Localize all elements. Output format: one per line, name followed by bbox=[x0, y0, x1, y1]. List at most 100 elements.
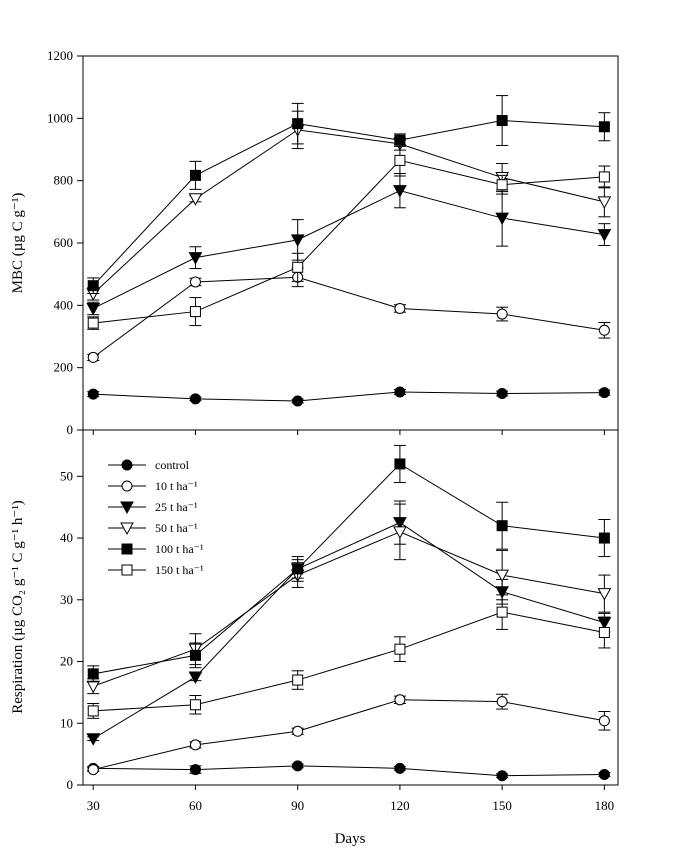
resp-series bbox=[86, 500, 612, 746]
respiration-panel: 0 10 20 30 40 50 30 60 90 120 150 180 bbox=[60, 429, 619, 813]
resp-series bbox=[87, 760, 611, 782]
mbc-y-tick-label: 400 bbox=[54, 297, 74, 312]
resp-data-point bbox=[496, 696, 508, 708]
mbc-data-point bbox=[290, 234, 305, 247]
resp-data-point bbox=[598, 532, 610, 544]
resp-data-point bbox=[393, 526, 407, 539]
mbc-plot-frame bbox=[82, 55, 619, 431]
mbc-series-line bbox=[93, 391, 605, 402]
legend-label: 150 t ha⁻¹ bbox=[155, 563, 204, 577]
resp-x-tick-label: 180 bbox=[595, 798, 615, 813]
mbc-data-point bbox=[394, 386, 406, 398]
respiration-y-axis-title: Respiration (µg CO₂ g⁻¹ C g⁻¹ h⁻¹) bbox=[10, 500, 26, 714]
legend-label: control bbox=[155, 458, 190, 472]
mbc-series-line bbox=[92, 129, 605, 295]
resp-data-point bbox=[87, 668, 99, 680]
resp-y-tick-label: 10 bbox=[60, 715, 73, 730]
mbc-data-point bbox=[598, 121, 610, 133]
mbc-data-point bbox=[86, 302, 101, 316]
legend-marker bbox=[121, 543, 133, 555]
mbc-series-line bbox=[93, 159, 605, 324]
mbc-data-point bbox=[189, 306, 201, 318]
mbc-data-point bbox=[189, 393, 201, 405]
resp-series bbox=[87, 594, 611, 719]
resp-data-point bbox=[597, 588, 612, 601]
mbc-data-point bbox=[87, 351, 99, 363]
resp-data-point bbox=[189, 739, 201, 751]
resp-data-point bbox=[87, 764, 99, 776]
resp-data-point bbox=[394, 694, 406, 706]
mbc-data-point bbox=[597, 229, 612, 242]
mbc-data-point bbox=[394, 302, 406, 314]
mbc-data-point bbox=[87, 317, 99, 329]
mbc-y-tick-label: 1200 bbox=[47, 48, 73, 63]
mbc-y-tick-label: 600 bbox=[54, 235, 74, 250]
resp-data-point bbox=[292, 725, 304, 737]
mbc-data-point bbox=[598, 387, 610, 399]
mbc-series-line bbox=[92, 120, 605, 287]
legend-label: 25 t ha⁻¹ bbox=[155, 500, 198, 514]
resp-y-tick-label: 20 bbox=[60, 654, 73, 669]
mbc-series bbox=[86, 172, 612, 316]
mbc-data-point bbox=[292, 261, 304, 273]
mbc-y-tick-label: 800 bbox=[54, 173, 74, 188]
resp-y-tick-label: 0 bbox=[67, 777, 74, 792]
resp-series-line bbox=[92, 522, 605, 740]
mbc-y-tick-label: 0 bbox=[67, 422, 74, 437]
resp-data-point bbox=[189, 649, 201, 661]
legend-marker bbox=[120, 501, 134, 515]
resp-data-point bbox=[598, 769, 610, 781]
resp-data-point bbox=[598, 627, 610, 639]
mbc-y-tick-label: 1000 bbox=[47, 110, 73, 125]
mbc-series bbox=[87, 95, 611, 294]
mbc-data-point bbox=[292, 118, 304, 130]
mbc-series-line bbox=[93, 190, 605, 309]
resp-data-point bbox=[495, 569, 509, 583]
mbc-series bbox=[87, 386, 611, 407]
resp-series-line bbox=[93, 463, 605, 675]
resp-series-line bbox=[93, 765, 605, 777]
legend-label: 100 t ha⁻¹ bbox=[155, 542, 204, 556]
mbc-data-point bbox=[189, 169, 201, 181]
legend-marker bbox=[121, 564, 133, 576]
resp-data-point bbox=[394, 643, 406, 655]
mbc-data-point bbox=[496, 388, 508, 400]
resp-series-line bbox=[93, 611, 605, 712]
mbc-series bbox=[87, 144, 611, 330]
resp-data-point bbox=[189, 699, 201, 711]
resp-data-point bbox=[496, 520, 508, 532]
resp-series bbox=[87, 693, 611, 776]
mbc-data-point bbox=[87, 388, 99, 400]
mbc-data-point bbox=[393, 185, 407, 198]
mbc-y-axis-title: MBC (µg C g⁻¹) bbox=[10, 193, 26, 294]
mbc-y-tick-label: 200 bbox=[54, 360, 74, 375]
resp-data-point bbox=[394, 458, 406, 470]
mbc-series-line bbox=[92, 276, 605, 358]
legend: control 10 t ha⁻¹ 25 t ha⁻¹ 50 t ha⁻¹ 100 t … bbox=[108, 458, 204, 577]
resp-data-point bbox=[86, 680, 101, 694]
resp-x-tick-label: 120 bbox=[390, 798, 410, 813]
resp-data-point bbox=[292, 674, 304, 686]
resp-y-tick-label: 50 bbox=[60, 468, 73, 483]
mbc-data-point bbox=[87, 280, 99, 292]
legend-label: 50 t ha⁻¹ bbox=[155, 521, 198, 535]
resp-x-tick-label: 60 bbox=[189, 798, 202, 813]
resp-data-point bbox=[394, 762, 406, 774]
resp-data-point bbox=[87, 705, 99, 717]
legend-label: 10 t ha⁻¹ bbox=[155, 479, 198, 493]
resp-data-point bbox=[496, 606, 508, 618]
resp-data-point bbox=[189, 764, 201, 776]
resp-x-tick-label: 150 bbox=[492, 798, 512, 813]
legend-marker bbox=[121, 480, 133, 492]
mbc-data-point bbox=[496, 115, 508, 127]
mbc-data-point bbox=[597, 196, 612, 209]
resp-data-point bbox=[292, 760, 304, 772]
resp-data-point bbox=[188, 671, 203, 685]
resp-data-point bbox=[496, 770, 508, 782]
resp-x-tick-label: 30 bbox=[87, 798, 100, 813]
resp-data-point bbox=[598, 715, 610, 727]
resp-series-line bbox=[93, 531, 605, 687]
resp-data-point bbox=[86, 733, 101, 746]
mbc-data-point bbox=[495, 212, 509, 226]
